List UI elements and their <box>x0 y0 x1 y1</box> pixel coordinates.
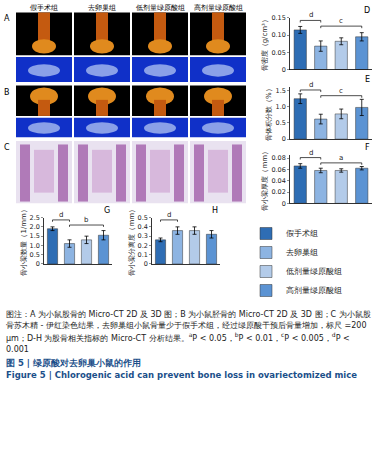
svg-text:假手术组: 假手术组 <box>30 4 58 12</box>
svg-text:0: 0 <box>282 135 286 143</box>
svg-text:0: 0 <box>282 200 286 208</box>
svg-text:B: B <box>4 88 10 97</box>
svg-text:1.0: 1.0 <box>30 242 40 250</box>
svg-text:d: d <box>59 211 63 219</box>
svg-text:0.5: 0.5 <box>138 214 148 222</box>
svg-text:b: b <box>84 216 89 224</box>
svg-text:d: d <box>309 11 313 19</box>
svg-text:0.5: 0.5 <box>30 251 40 259</box>
svg-text:d: d <box>309 149 313 157</box>
svg-text:a: a <box>339 154 343 162</box>
html-text:Figure 5 | Chlorogenic acid ca: Figure 5 | Chlorogenic acid can prevent … <box>6 370 357 381</box>
svg-text:0: 0 <box>144 260 148 268</box>
svg-text:E: E <box>365 75 370 84</box>
svg-text:骨密度（g/cm³）: 骨密度（g/cm³） <box>261 16 269 71</box>
svg-text:假手术组: 假手术组 <box>286 229 318 238</box>
svg-text:0.08: 0.08 <box>271 154 285 162</box>
svg-text:低剂量绿原酸组: 低剂量绿原酸组 <box>286 267 342 276</box>
svg-text:去卵巢组: 去卵巢组 <box>286 248 318 257</box>
svg-text:0.05: 0.05 <box>271 49 285 57</box>
svg-text:0.4: 0.4 <box>138 223 148 231</box>
svg-text:d: d <box>167 211 171 219</box>
html-text:图 5 | 绿原酸对去卵巢小鼠的作用: 图 5 | 绿原酸对去卵巢小鼠的作用 <box>6 358 141 369</box>
svg-text:骨小梁数量（1/mm）: 骨小梁数量（1/mm） <box>20 206 28 275</box>
svg-text:0: 0 <box>282 66 286 74</box>
svg-text:0.1: 0.1 <box>138 251 148 259</box>
svg-text:D: D <box>364 6 370 15</box>
svg-text:d: d <box>309 81 313 89</box>
svg-text:H: H <box>212 206 218 215</box>
svg-text:0.06: 0.06 <box>271 166 285 174</box>
svg-text:0: 0 <box>36 260 40 268</box>
svg-text:2.5: 2.5 <box>30 214 40 222</box>
svg-text:骨体积分数（%）: 骨体积分数（%） <box>266 85 274 141</box>
svg-text:C: C <box>4 143 10 152</box>
svg-text:骨小梁厚度（mm）: 骨小梁厚度（mm） <box>261 148 269 211</box>
svg-text:c: c <box>339 87 343 95</box>
svg-text:0.02: 0.02 <box>271 188 285 196</box>
svg-text:去卵巢组: 去卵巢组 <box>88 4 116 12</box>
svg-text:0.15: 0.15 <box>271 14 285 22</box>
svg-text:0.04: 0.04 <box>271 177 285 185</box>
svg-text:2.0: 2.0 <box>30 223 40 231</box>
svg-text:0.5: 0.5 <box>276 119 286 127</box>
svg-text:骨小梁分离度（mm）: 骨小梁分离度（mm） <box>128 206 136 276</box>
svg-text:c: c <box>339 17 343 25</box>
svg-text:G: G <box>104 206 110 215</box>
svg-text:低剂量绿原酸组: 低剂量绿原酸组 <box>136 4 185 12</box>
svg-text:0.2: 0.2 <box>138 242 148 250</box>
svg-text:0.10: 0.10 <box>271 31 285 39</box>
svg-text:高剂量绿原酸组: 高剂量绿原酸组 <box>286 286 342 295</box>
svg-text:0.3: 0.3 <box>138 232 148 240</box>
svg-text:1.5: 1.5 <box>30 232 40 240</box>
svg-text:F: F <box>365 143 370 152</box>
svg-text:1.5: 1.5 <box>276 87 286 95</box>
svg-text:1.0: 1.0 <box>276 103 286 111</box>
svg-text:A: A <box>4 14 10 23</box>
svg-text:高剂量绿原酸组: 高剂量绿原酸组 <box>194 4 243 12</box>
html-text:图注：A 为小鼠股骨的 Micro-CT 2D 及 3D 图: 图注：A 为小鼠股骨的 Micro-CT 2D 及 3D 图；B 为小鼠胫骨的 … <box>6 310 371 355</box>
